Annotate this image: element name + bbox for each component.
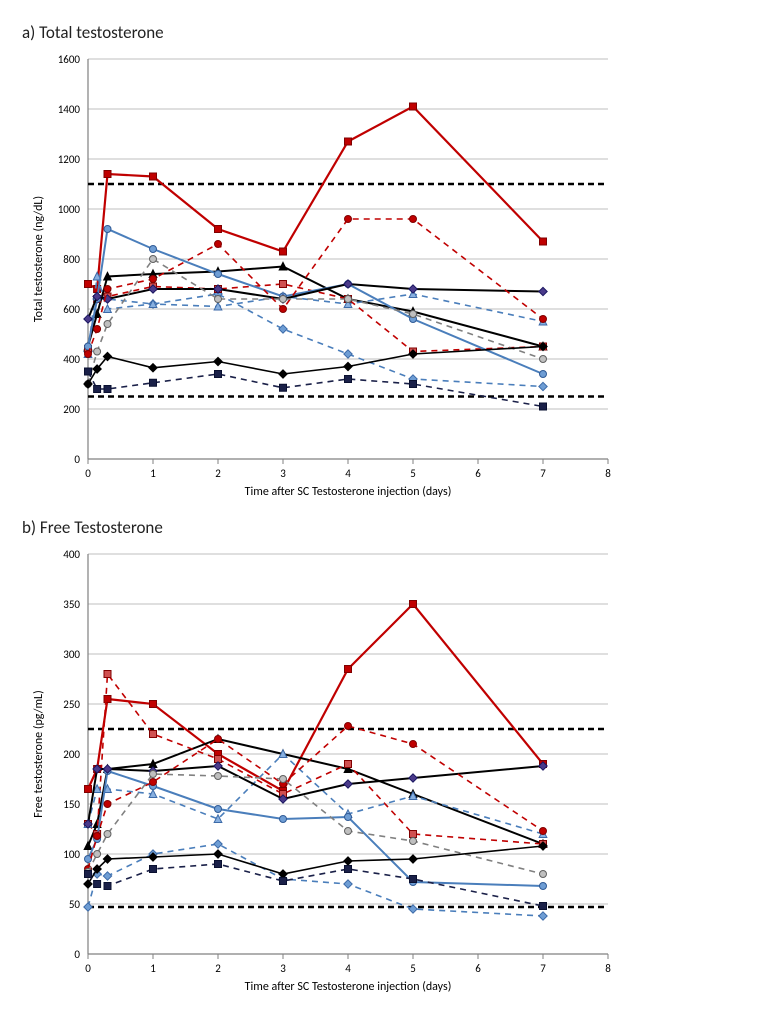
chart-panel-a: a) Total testosterone 0 200 400 600 800 1000 1… <box>18 22 750 499</box>
svg-text:Time after SC Testosterone inj: Time after SC Testosterone injection (da… <box>245 485 452 499</box>
svg-text:350: 350 <box>63 598 80 611</box>
svg-text:5: 5 <box>410 467 416 480</box>
chart-panel-b: b) Free Testosterone 0501001502002503003… <box>18 517 750 994</box>
svg-text:150: 150 <box>63 798 80 811</box>
svg-text:1: 1 <box>150 962 156 975</box>
svg-text:8: 8 <box>605 962 611 975</box>
svg-text:Time after SC Testosterone inj: Time after SC Testosterone injection (da… <box>245 980 452 994</box>
chart-a-wrap: 0 200 400 600 800 1000 1200 1400 1600 0 1 2 3 4 5 6 7 8 Ti… <box>18 49 750 499</box>
svg-text:0: 0 <box>74 453 80 466</box>
svg-text:Free testosterone (pg/mL): Free testosterone (pg/mL) <box>32 690 46 818</box>
svg-text:300: 300 <box>63 648 80 661</box>
svg-text:50: 50 <box>69 898 81 911</box>
svg-text:250: 250 <box>63 698 80 711</box>
chart-a-svg: 0 200 400 600 800 1000 1200 1400 1600 0 1 2 3 4 5 6 7 8 Ti… <box>18 49 638 499</box>
svg-text:0: 0 <box>85 962 91 975</box>
svg-text:1600: 1600 <box>58 53 81 66</box>
svg-text:6: 6 <box>475 467 481 480</box>
svg-text:200: 200 <box>63 748 80 761</box>
svg-text:0: 0 <box>85 467 91 480</box>
svg-text:200: 200 <box>63 403 80 416</box>
svg-text:2: 2 <box>215 962 221 975</box>
svg-text:Total testosterone (ng/dL): Total testosterone (ng/dL) <box>32 196 46 322</box>
svg-text:7: 7 <box>540 962 546 975</box>
svg-text:4: 4 <box>345 962 351 975</box>
svg-text:2: 2 <box>215 467 221 480</box>
panel-a-title: a) Total testosterone <box>22 22 750 43</box>
svg-text:3: 3 <box>280 467 286 480</box>
svg-text:100: 100 <box>63 848 80 861</box>
svg-text:1: 1 <box>150 467 156 480</box>
svg-text:1200: 1200 <box>58 153 81 166</box>
svg-text:1400: 1400 <box>58 103 81 116</box>
svg-text:600: 600 <box>63 303 80 316</box>
svg-text:400: 400 <box>63 548 80 561</box>
chart-b-svg: 0 50 100 150 200 250 300 350 400 0 1 2 3 4 5 6 7 8 Time af… <box>18 544 638 994</box>
svg-text:4: 4 <box>345 467 351 480</box>
svg-text:800: 800 <box>63 253 80 266</box>
svg-text:8: 8 <box>605 467 611 480</box>
panel-b-title: b) Free Testosterone <box>22 517 750 538</box>
svg-text:6: 6 <box>475 962 481 975</box>
svg-text:1000: 1000 <box>58 203 81 216</box>
svg-text:400: 400 <box>63 353 80 366</box>
svg-text:5: 5 <box>410 962 416 975</box>
svg-text:3: 3 <box>280 962 286 975</box>
svg-text:7: 7 <box>540 467 546 480</box>
chart-b-wrap: 0 50 100 150 200 250 300 350 400 0 1 2 3 4 5 6 7 8 Time af… <box>18 544 750 994</box>
svg-text:0: 0 <box>74 948 80 961</box>
